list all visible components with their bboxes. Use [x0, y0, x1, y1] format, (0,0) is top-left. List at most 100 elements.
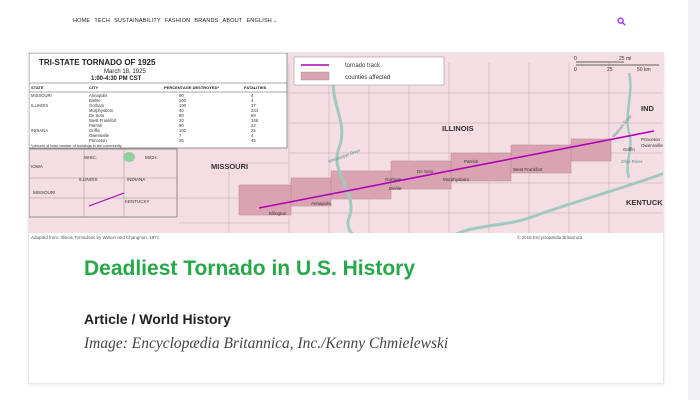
state-label: MISSOURI [211, 162, 248, 171]
scale-bar: 0 25 mi 0 25 50 km [574, 56, 659, 73]
table-cell: 148 [251, 118, 259, 123]
search-icon[interactable] [617, 17, 626, 26]
table-cell: Owensville [89, 133, 110, 138]
chevron-down-icon: ⌄ [272, 18, 278, 24]
table-row: Biehle 100 4 [89, 98, 254, 103]
table-header: FATALITIES [244, 85, 267, 90]
table-cell: 90 [179, 113, 184, 118]
mississippi-river [331, 72, 365, 241]
table-row: MISSOURI Annapolis 90 4 [31, 93, 254, 98]
table-cell: Biehle [89, 98, 101, 103]
table-footnote: *percent of total number of buildings in… [31, 144, 122, 148]
inset-state: IOWA [31, 164, 43, 169]
nav-fashion[interactable]: FASHION [164, 18, 191, 24]
table-row: Parrish 90 22 [89, 123, 256, 128]
table-cell: 22 [251, 123, 256, 128]
legend-counties-label: counties affected [345, 75, 390, 81]
table-header: CITY [89, 85, 98, 90]
table-cell: West Frankfort [89, 118, 117, 123]
town-label: Parrish [464, 159, 479, 164]
town-label: Gorham [385, 177, 402, 182]
town-label: Griffin [623, 147, 635, 152]
nav-home[interactable]: HOME [73, 18, 91, 24]
table-body: MISSOURI Annapolis 90 4 Biehle 100 4 ILLINOIS… [31, 93, 259, 143]
table-cell: Annapolis [89, 93, 107, 98]
table-header-row: STATE CITY PERCENTAGE DESTROYED* FATALIT… [31, 85, 267, 90]
inset-state: INDIANA [127, 177, 145, 182]
article-category: Article / World History [84, 311, 231, 327]
table-cell: De Soto [89, 113, 105, 118]
table-row: West Frankfort 20 148 [89, 118, 259, 123]
tornado-map-image: TRI-STATE TORNADO OF 1925 March 18, 1925… [29, 53, 664, 241]
table-cell: 4 [251, 93, 254, 98]
scrollbar-track[interactable] [688, 0, 700, 400]
nav-language-label: ENGLISH [246, 18, 272, 24]
image-credit: Image: Encyclopædia Britannica, Inc./Ken… [84, 335, 449, 352]
town-label: Biehle [389, 186, 402, 191]
nav-tech[interactable]: TECH [94, 18, 111, 24]
top-navigation-bar: HOME TECH SUSTAINABILITY FASHION BRANDS … [0, 0, 700, 44]
town-label: Owensville [641, 143, 663, 148]
table-time: 1:00-4:30 PM CST [91, 76, 142, 82]
legend-track-label: tornado track [345, 63, 381, 69]
inset-state: WISC. [84, 155, 97, 160]
inset-map [29, 148, 178, 218]
state-label: IND [641, 104, 655, 113]
map-copyright: © 2015 Encyclopædia Britannica [517, 234, 583, 240]
table-header: STATE [31, 85, 44, 90]
table-cell: 4 [251, 133, 254, 138]
inset-state: ILLINOIS [79, 177, 98, 182]
article-headline[interactable]: Deadliest Tornado in U.S. History [84, 257, 415, 280]
scale-label: 0 [574, 67, 577, 73]
state-label: KENTUCKY [626, 198, 664, 207]
table-cell: Parrish [89, 123, 103, 128]
town-label: Ellington [269, 211, 287, 216]
table-cell: 25 [251, 128, 256, 133]
scale-label: 25 [607, 67, 613, 73]
nav-language-dropdown[interactable]: ENGLISH⌄ [246, 18, 277, 24]
table-cell: INDIANA [31, 128, 48, 133]
nav-brands[interactable]: BRANDS [194, 18, 219, 24]
table-cell: 7 [179, 133, 182, 138]
map-source: Adapted from: Illinois Tornadoes by Wils… [31, 235, 160, 240]
inset-state: KENTUCKY [125, 199, 150, 204]
article-card[interactable]: TRI-STATE TORNADO OF 1925 March 18, 1925… [28, 52, 664, 384]
table-cell: 69 [251, 113, 256, 118]
scale-label: 25 mi [619, 56, 631, 62]
table-cell: 90 [179, 93, 184, 98]
table-cell: Princeton [89, 138, 107, 143]
inset-state: MICH. [145, 155, 158, 160]
ohio-river [443, 172, 663, 241]
table-cell: Griffin [89, 128, 101, 133]
table-cell: 20 [179, 118, 184, 123]
table-cell: 37 [251, 103, 256, 108]
scale-label: 0 [574, 56, 577, 62]
table-cell: ILLINOIS [31, 103, 48, 108]
nav-sustainability[interactable]: SUSTAINABILITY [114, 18, 161, 24]
table-date: March 18, 1925 [104, 69, 146, 75]
inset-labels: WISC. MICH. IOWA ILLINOIS INDIANA MISSOU… [31, 155, 158, 204]
affected-counties [238, 138, 612, 216]
state-label: ILLINOIS [442, 124, 474, 133]
town-label: West Frankfort [513, 167, 543, 172]
table-cell: 25 [179, 138, 184, 143]
inset-state: MISSOURI [33, 190, 55, 195]
table-header: PERCENTAGE DESTROYED* [164, 85, 219, 90]
fatalities-table-panel [29, 53, 288, 149]
table-cell: 40 [179, 108, 184, 113]
nav-about[interactable]: ABOUT [222, 18, 243, 24]
legend-counties-swatch [300, 71, 330, 81]
town-label: De Soto [417, 169, 434, 174]
scale-label: 50 km [637, 67, 651, 73]
tornado-track-line [258, 130, 655, 209]
map-legend [293, 56, 445, 86]
table-cell: 100 [179, 103, 187, 108]
town-label: Annapolis [311, 201, 332, 206]
table-row: De Soto 90 69 [89, 113, 256, 118]
table-cell: 100 [179, 128, 187, 133]
table-cell: 234 [251, 108, 259, 113]
table-cell: Murphysboro [89, 108, 114, 113]
table-title: TRI-STATE TORNADO OF 1925 [39, 58, 156, 67]
table-row: ILLINOIS Gorham 100 37 [31, 103, 256, 108]
town-label: Murphysboro [443, 177, 470, 182]
